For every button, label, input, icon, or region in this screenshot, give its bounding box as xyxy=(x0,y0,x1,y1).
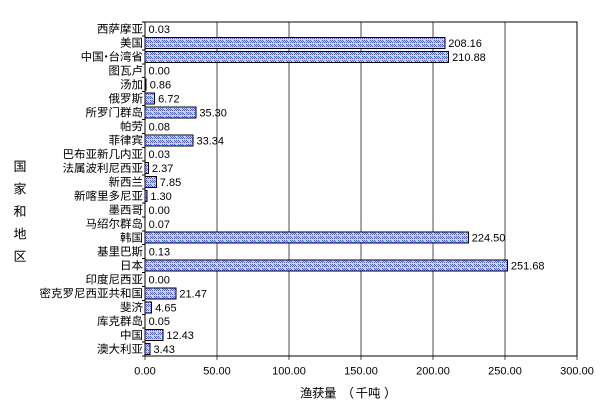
svg-text:0.00: 0.00 xyxy=(134,366,155,378)
svg-text:300.00: 300.00 xyxy=(560,366,594,378)
svg-text:208.16: 208.16 xyxy=(448,38,482,50)
svg-text:0.00: 0.00 xyxy=(149,274,170,286)
svg-text:150.00: 150.00 xyxy=(344,366,378,378)
svg-text:2.37: 2.37 xyxy=(152,163,173,175)
svg-text:4.65: 4.65 xyxy=(155,302,176,314)
svg-text:7.85: 7.85 xyxy=(160,177,181,189)
svg-text:1.30: 1.30 xyxy=(150,191,171,203)
svg-text:6.72: 6.72 xyxy=(158,94,179,106)
svg-text:200.00: 200.00 xyxy=(416,366,450,378)
svg-text:21.47: 21.47 xyxy=(179,288,207,300)
svg-text:0.05: 0.05 xyxy=(149,316,170,328)
svg-text:0.03: 0.03 xyxy=(149,24,170,36)
svg-text:210.88: 210.88 xyxy=(452,52,486,64)
svg-text:0.00: 0.00 xyxy=(149,205,170,217)
svg-text:35.30: 35.30 xyxy=(199,107,227,119)
svg-text:0.03: 0.03 xyxy=(149,149,170,161)
svg-text:0.08: 0.08 xyxy=(149,121,170,133)
svg-text:0.86: 0.86 xyxy=(150,80,171,92)
svg-text:33.34: 33.34 xyxy=(197,135,225,147)
svg-text:0.00: 0.00 xyxy=(149,66,170,78)
svg-text:224.50: 224.50 xyxy=(472,233,506,245)
svg-text:250.00: 250.00 xyxy=(488,366,522,378)
svg-text:50.00: 50.00 xyxy=(203,366,231,378)
svg-text:0.13: 0.13 xyxy=(149,247,170,259)
svg-text:251.68: 251.68 xyxy=(511,261,545,273)
svg-text:0.07: 0.07 xyxy=(149,219,170,231)
svg-text:12.43: 12.43 xyxy=(166,330,194,342)
svg-text:100.00: 100.00 xyxy=(272,366,306,378)
svg-text:3.43: 3.43 xyxy=(153,344,174,356)
